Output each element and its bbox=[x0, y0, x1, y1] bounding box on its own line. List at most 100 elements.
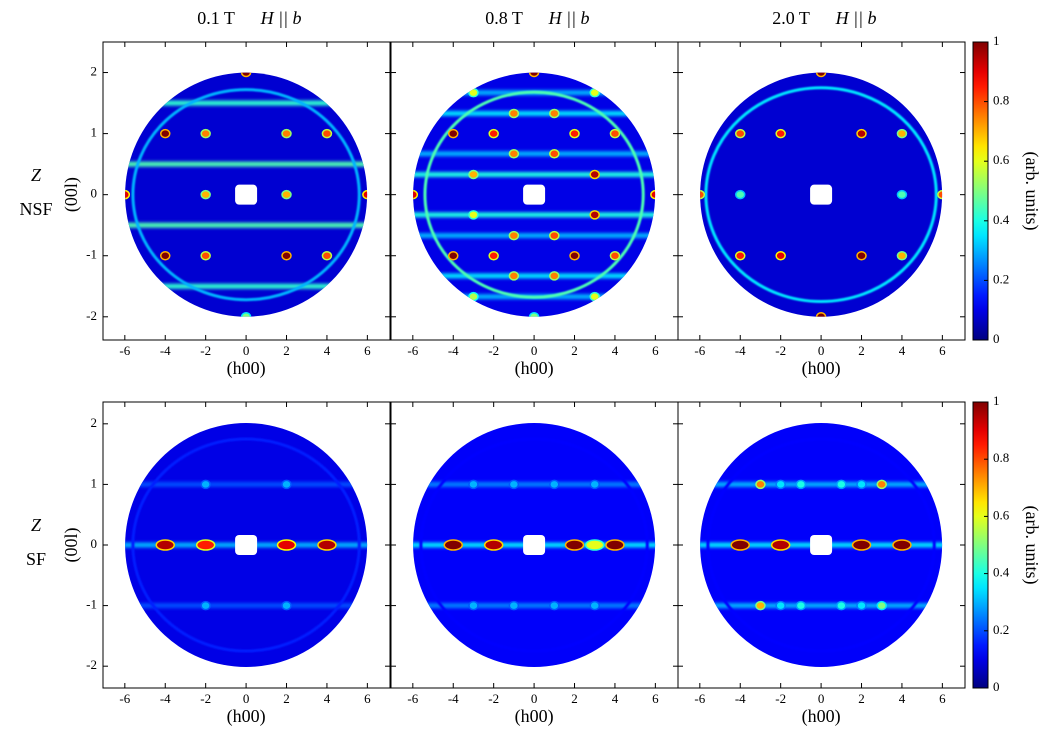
colorbar-tick-label: 0 bbox=[993, 331, 1000, 346]
bragg-spot bbox=[509, 109, 518, 117]
bragg-spot bbox=[736, 130, 745, 138]
x-tick-label: 6 bbox=[652, 343, 659, 358]
bragg-spot bbox=[550, 109, 559, 117]
y-axis-label: (00l) bbox=[61, 177, 82, 212]
bragg-spot bbox=[449, 130, 458, 138]
streak bbox=[391, 172, 678, 177]
x-tick-label: 0 bbox=[531, 343, 538, 358]
bragg-spot bbox=[857, 130, 866, 138]
beam-mask bbox=[235, 535, 257, 555]
streak bbox=[678, 603, 965, 608]
bragg-spot bbox=[509, 480, 518, 488]
x-tick-label: -4 bbox=[448, 691, 459, 706]
streak bbox=[103, 482, 390, 487]
x-tick-label: 6 bbox=[652, 691, 659, 706]
field-direction: H || b bbox=[835, 8, 877, 28]
bragg-spot bbox=[489, 130, 498, 138]
bragg-spot bbox=[469, 211, 478, 219]
y-axis-label: (00l) bbox=[61, 528, 82, 563]
bragg-spot bbox=[590, 171, 599, 179]
bragg-spot bbox=[590, 211, 599, 219]
x-axis-label: (h00) bbox=[515, 358, 554, 379]
colorbar-tick-label: 0.4 bbox=[993, 565, 1010, 580]
bragg-spot bbox=[449, 252, 458, 260]
bragg-spot bbox=[796, 602, 805, 610]
bragg-spot bbox=[796, 480, 805, 488]
bragg-spot bbox=[201, 191, 210, 199]
bragg-spot bbox=[282, 252, 291, 260]
bragg-spot bbox=[695, 191, 704, 199]
x-tick-label: -2 bbox=[488, 343, 499, 358]
bragg-spot bbox=[651, 191, 660, 199]
x-tick-label: -6 bbox=[407, 691, 418, 706]
streak bbox=[391, 603, 678, 608]
bragg-spot bbox=[756, 480, 765, 488]
bragg-spot bbox=[893, 540, 911, 550]
streak bbox=[391, 482, 678, 487]
field-direction: H || b bbox=[548, 8, 590, 28]
bragg-spot bbox=[550, 480, 559, 488]
bragg-spot bbox=[197, 540, 215, 550]
beam-mask bbox=[523, 185, 545, 205]
bragg-spot bbox=[938, 191, 947, 199]
bragg-spot bbox=[590, 602, 599, 610]
bragg-spot bbox=[772, 540, 790, 550]
bragg-spot bbox=[550, 232, 559, 240]
bragg-spot bbox=[201, 252, 210, 260]
colorbar-tick-label: 0.2 bbox=[993, 622, 1009, 637]
bragg-spot bbox=[201, 480, 210, 488]
bragg-spot bbox=[817, 69, 826, 77]
bragg-spot bbox=[509, 272, 518, 280]
bragg-spot bbox=[509, 150, 518, 158]
x-tick-label: 6 bbox=[364, 691, 371, 706]
bragg-spot bbox=[590, 293, 599, 301]
bragg-spot bbox=[282, 191, 291, 199]
y-tick-label: 0 bbox=[91, 536, 98, 551]
x-tick-label: 0 bbox=[818, 343, 825, 358]
bragg-spot bbox=[469, 171, 478, 179]
bragg-spot bbox=[469, 293, 478, 301]
bragg-spot bbox=[509, 232, 518, 240]
x-tick-label: 4 bbox=[899, 343, 906, 358]
x-tick-label: 0 bbox=[243, 343, 250, 358]
colorbar-tick-label: 1 bbox=[993, 393, 1000, 408]
streak bbox=[678, 482, 965, 487]
streak bbox=[103, 603, 390, 608]
bragg-spot bbox=[736, 191, 745, 199]
x-tick-label: 2 bbox=[571, 691, 578, 706]
x-tick-label: 2 bbox=[283, 343, 290, 358]
bragg-spot bbox=[877, 480, 886, 488]
y-tick-label: 0 bbox=[91, 186, 98, 201]
x-tick-label: 4 bbox=[612, 343, 619, 358]
panel-title: 2.0 T bbox=[772, 8, 810, 28]
bragg-spot bbox=[776, 130, 785, 138]
colorbar-tick-label: 0.2 bbox=[993, 271, 1009, 286]
x-tick-label: -6 bbox=[119, 691, 130, 706]
colorbar-tick-label: 0 bbox=[993, 679, 1000, 694]
y-tick-label: -1 bbox=[86, 247, 97, 262]
x-tick-label: 0 bbox=[531, 691, 538, 706]
colorbar-tick-label: 0.6 bbox=[993, 152, 1010, 167]
x-tick-label: -2 bbox=[775, 343, 786, 358]
x-axis-label: (h00) bbox=[802, 358, 841, 379]
bragg-spot bbox=[469, 89, 478, 97]
x-tick-label: 0 bbox=[243, 691, 250, 706]
x-axis-label: (h00) bbox=[227, 706, 266, 727]
bragg-spot bbox=[408, 191, 417, 199]
bragg-spot bbox=[550, 602, 559, 610]
bragg-spot bbox=[897, 191, 906, 199]
x-tick-label: 6 bbox=[939, 343, 946, 358]
bragg-spot bbox=[897, 252, 906, 260]
bragg-spot bbox=[444, 540, 462, 550]
bragg-spot bbox=[363, 191, 372, 199]
x-tick-label: -2 bbox=[200, 691, 211, 706]
bragg-spot bbox=[610, 130, 619, 138]
bragg-spot bbox=[120, 191, 129, 199]
x-tick-label: -4 bbox=[735, 691, 746, 706]
streak bbox=[103, 101, 390, 106]
bragg-spot bbox=[318, 540, 336, 550]
x-axis-label: (h00) bbox=[802, 706, 841, 727]
x-tick-label: 2 bbox=[858, 343, 865, 358]
bragg-spot bbox=[853, 540, 871, 550]
bragg-spot bbox=[242, 313, 251, 321]
